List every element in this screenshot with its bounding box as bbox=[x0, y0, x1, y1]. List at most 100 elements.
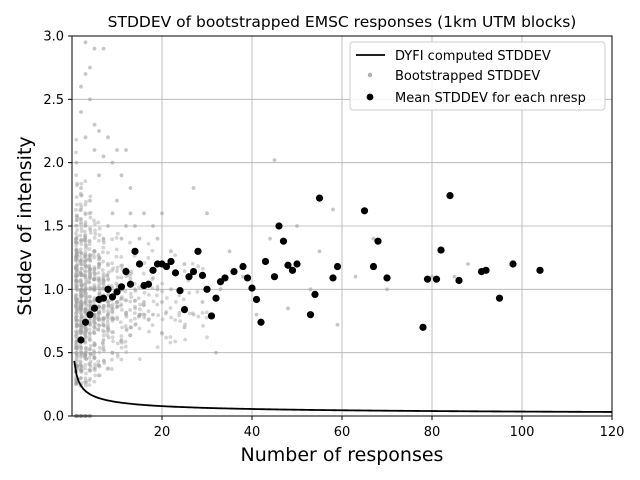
bootstrap-point bbox=[79, 345, 84, 350]
legend-label-dyfi: DYFI computed STDDEV bbox=[395, 49, 551, 64]
mean-point bbox=[383, 274, 391, 282]
bootstrap-point bbox=[88, 198, 92, 203]
bootstrap-point bbox=[97, 226, 102, 231]
bootstrap-point bbox=[84, 327, 89, 332]
bootstrap-point bbox=[79, 353, 84, 358]
bootstrap-point bbox=[75, 267, 80, 272]
bootstrap-point bbox=[82, 353, 87, 358]
bootstrap-point bbox=[128, 325, 133, 330]
bootstrap-point bbox=[74, 268, 79, 273]
bootstrap-point bbox=[91, 286, 96, 291]
mean-point bbox=[185, 273, 193, 281]
bootstrap-point bbox=[79, 279, 83, 283]
bootstrap-point bbox=[83, 250, 88, 254]
bootstrap-point bbox=[83, 333, 88, 338]
x-tick-label: 120 bbox=[600, 425, 625, 440]
bootstrap-point bbox=[87, 294, 92, 299]
mean-point bbox=[90, 304, 99, 312]
bootstrap-point bbox=[83, 329, 88, 334]
y-tick-label: 1.0 bbox=[43, 283, 64, 298]
bootstrap-point bbox=[92, 297, 97, 302]
bootstrap-point bbox=[120, 340, 124, 345]
bootstrap-point bbox=[272, 158, 277, 163]
bootstrap-point bbox=[177, 313, 182, 318]
bootstrap-point bbox=[168, 306, 173, 310]
mean-point bbox=[189, 268, 198, 276]
bootstrap-point bbox=[88, 258, 93, 263]
bootstrap-point bbox=[79, 368, 83, 373]
bootstrap-point bbox=[128, 276, 133, 281]
bootstrap-point bbox=[173, 318, 178, 322]
bootstrap-point bbox=[78, 303, 83, 308]
bootstrap-point bbox=[105, 313, 110, 318]
bootstrap-point bbox=[79, 346, 83, 350]
bootstrap-point bbox=[79, 370, 84, 375]
bootstrap-point bbox=[169, 249, 173, 254]
bootstrap-point bbox=[101, 236, 106, 241]
bootstrap-point bbox=[190, 311, 195, 316]
bootstrap-point bbox=[147, 317, 151, 322]
bootstrap-point bbox=[115, 305, 119, 310]
bootstrap-point bbox=[92, 249, 97, 254]
mean-point bbox=[171, 269, 180, 277]
bootstrap-point bbox=[79, 288, 83, 293]
bootstrap-point bbox=[74, 231, 78, 236]
y-tick-label: 1.5 bbox=[43, 220, 64, 235]
bootstrap-point bbox=[430, 274, 434, 279]
bootstrap-point bbox=[74, 258, 78, 263]
bootstrap-point bbox=[92, 269, 97, 274]
bootstrap-point bbox=[87, 331, 92, 336]
mean-point bbox=[315, 194, 324, 202]
bootstrap-point bbox=[87, 294, 92, 299]
bootstrap-point bbox=[79, 368, 84, 373]
bootstrap-point bbox=[118, 297, 123, 302]
bootstrap-point bbox=[254, 312, 259, 317]
bootstrap-point bbox=[88, 285, 93, 290]
bootstrap-point bbox=[75, 253, 80, 258]
bootstrap-point bbox=[79, 302, 84, 307]
bootstrap-point bbox=[74, 381, 79, 386]
bootstrap-point bbox=[101, 286, 105, 291]
bootstrap-point bbox=[141, 271, 146, 276]
bootstrap-point bbox=[74, 243, 79, 248]
bootstrap-point bbox=[75, 261, 80, 266]
bootstrap-point bbox=[142, 211, 146, 216]
bootstrap-point bbox=[142, 312, 147, 317]
bootstrap-point bbox=[87, 361, 92, 366]
bootstrap-point bbox=[155, 345, 160, 350]
mean-point bbox=[284, 261, 292, 269]
bootstrap-point bbox=[155, 284, 160, 289]
bootstrap-point bbox=[97, 350, 102, 355]
bootstrap-point bbox=[97, 233, 102, 237]
bootstrap-point bbox=[87, 280, 92, 285]
bootstrap-point bbox=[183, 337, 188, 342]
bootstrap-point bbox=[92, 355, 97, 360]
bootstrap-point bbox=[74, 137, 79, 142]
bootstrap-point bbox=[124, 298, 129, 303]
bootstrap-point bbox=[83, 254, 88, 259]
bootstrap-point bbox=[88, 271, 93, 276]
bootstrap-point bbox=[92, 366, 97, 371]
bootstrap-point bbox=[83, 40, 88, 45]
bootstrap-point bbox=[78, 259, 83, 263]
bootstrap-point bbox=[196, 264, 201, 269]
bootstrap-point bbox=[78, 355, 83, 360]
bootstrap-point bbox=[74, 266, 78, 270]
bootstrap-point bbox=[106, 276, 111, 281]
bootstrap-point bbox=[195, 289, 200, 294]
bootstrap-point bbox=[88, 338, 92, 342]
bootstrap-point bbox=[75, 344, 80, 349]
bootstrap-point bbox=[96, 278, 101, 282]
bootstrap-point bbox=[101, 323, 106, 327]
bootstrap-point bbox=[106, 250, 110, 255]
bootstrap-point bbox=[83, 259, 87, 264]
bootstrap-point bbox=[79, 273, 84, 277]
bootstrap-point bbox=[78, 233, 83, 238]
bootstrap-point bbox=[84, 293, 89, 298]
bootstrap-point bbox=[97, 317, 101, 322]
bootstrap-point bbox=[151, 224, 155, 228]
bootstrap-point bbox=[147, 329, 151, 334]
bootstrap-point bbox=[78, 348, 83, 353]
bootstrap-point bbox=[128, 333, 133, 338]
bootstrap-point bbox=[74, 311, 79, 316]
